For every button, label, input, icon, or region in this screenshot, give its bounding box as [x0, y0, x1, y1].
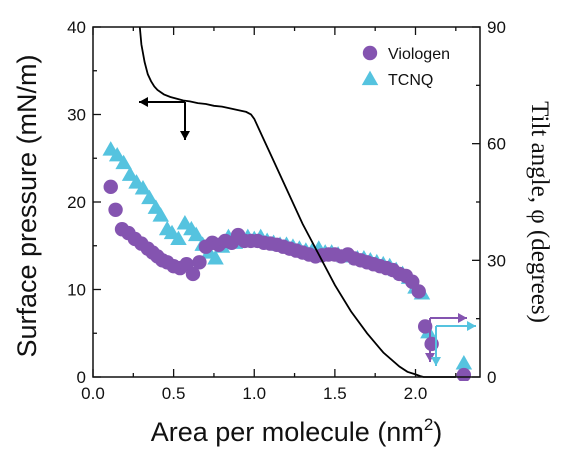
y-left-axis-title: Surface pressure (mN/m) — [12, 54, 42, 357]
legend: Viologen TCNQ — [361, 45, 450, 89]
viologen-down-arrow — [425, 318, 435, 362]
viologen-right-arrow — [430, 313, 467, 323]
viologen-point — [185, 266, 201, 282]
annotation-arrows — [139, 97, 476, 366]
tcnq-point — [108, 146, 126, 162]
tcnq-point — [134, 180, 152, 195]
x-axis-title-end: ) — [433, 417, 442, 447]
y-right-tick-label: 0 — [487, 368, 496, 387]
viologen-point — [411, 284, 426, 299]
y-left-tick-label: 30 — [67, 106, 86, 125]
tcnq-point — [187, 226, 205, 242]
y-left-tick-label: 20 — [67, 193, 86, 212]
y-left-tick-label: 0 — [77, 368, 86, 387]
viologen-point — [456, 367, 472, 381]
series-2 — [138, 27, 456, 378]
isotherm-line — [138, 27, 456, 378]
tcnq-point — [141, 189, 158, 205]
y-right-tick-label: 90 — [487, 18, 506, 37]
viologen-point — [103, 179, 118, 195]
viologen-point — [108, 202, 123, 217]
axes: 0.0 0.5 1.0 1.5 2.0 0 10 20 30 40 0 30 60 90 Area per … — [12, 18, 553, 447]
y-right-tick-label: 60 — [487, 135, 506, 154]
viologen-point — [417, 319, 433, 334]
tcnq-down-arrow — [431, 326, 441, 366]
x-tick-label: 0.0 — [81, 384, 105, 403]
y-left-tick-label: 40 — [67, 18, 86, 37]
isotherm-left-arrow — [139, 97, 185, 107]
isotherm-down-arrow — [180, 102, 190, 140]
viologen-point — [192, 255, 207, 270]
legend-viologen-label: Viologen — [388, 46, 450, 63]
x-tick-label: 2.0 — [404, 384, 428, 403]
y-right-tick-label: 30 — [487, 251, 506, 270]
tcnq-point — [207, 250, 224, 265]
tcnq-point — [121, 166, 139, 181]
x-tick-label: 1.5 — [323, 384, 347, 403]
x-axis-title: Area per molecule (nm2) — [151, 415, 443, 447]
tcnq-point — [115, 154, 132, 170]
tcnq-right-arrow — [436, 321, 476, 331]
tcnq-point — [170, 230, 187, 246]
tcnq-point — [152, 207, 169, 222]
y-right-axis-title: Tilt angle, φ (degrees) — [526, 101, 553, 323]
legend-tcnq-label: TCNQ — [388, 72, 433, 89]
tcnq-point — [455, 355, 473, 370]
y-left-tick-label: 10 — [67, 281, 86, 300]
x-tick-label: 0.5 — [162, 384, 186, 403]
x-tick-label: 1.0 — [242, 384, 266, 403]
legend-tcnq-marker — [361, 70, 379, 86]
legend-viologen-marker — [362, 45, 378, 61]
x-axis-title-sup: 2 — [424, 415, 433, 434]
